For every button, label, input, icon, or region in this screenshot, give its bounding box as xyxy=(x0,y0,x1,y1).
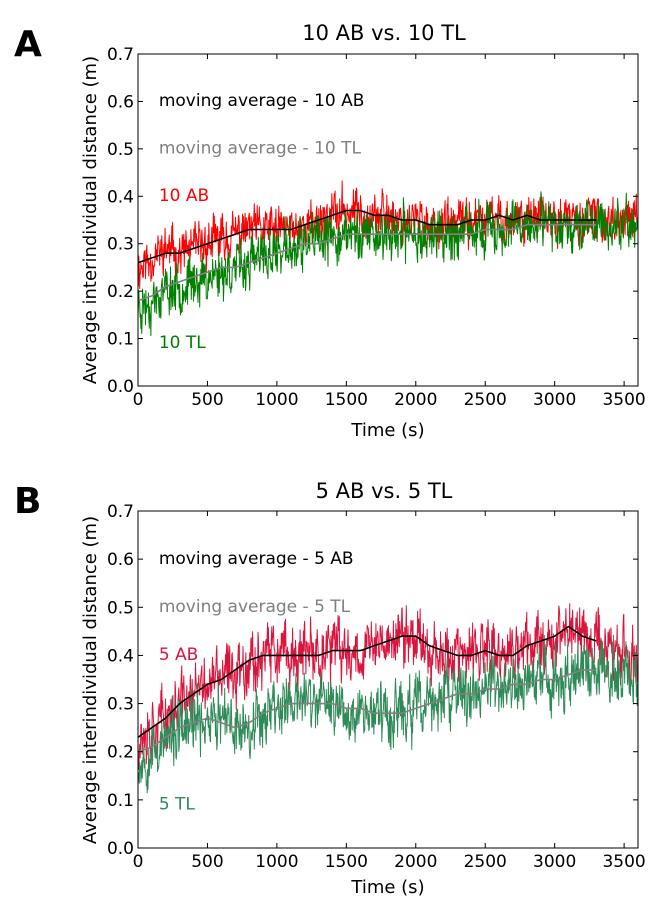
y-tick-label: 0.1 xyxy=(107,791,134,811)
x-tick-label: 0 xyxy=(133,390,144,410)
x-axis-label-a: Time (s) xyxy=(350,420,424,441)
legend-label-moving-average-5-ab: moving average - 5 AB xyxy=(159,549,354,569)
x-tick-label: 1500 xyxy=(325,390,368,410)
series-line-moving-average-10-ab xyxy=(138,209,597,264)
y-tick-label: 0.2 xyxy=(107,743,134,763)
chart-title-a: 10 AB vs. 10 TL xyxy=(302,21,466,45)
chart-title-b: 5 AB vs. 5 TL xyxy=(316,479,453,503)
y-tick-label: 0.1 xyxy=(107,330,134,350)
x-tick-label: 500 xyxy=(191,390,223,410)
y-tick-label: 0.2 xyxy=(107,282,134,302)
x-tick-label: 2000 xyxy=(394,852,437,872)
series-line-moving-average-10-tl xyxy=(138,223,597,302)
x-tick-label: 0 xyxy=(133,852,144,872)
x-tick-label: 3000 xyxy=(533,390,576,410)
plot-frame-b xyxy=(137,510,639,849)
panel-b: B 5 AB vs. 5 TL Time (s) Average interin… xyxy=(14,479,646,898)
legend-label-5-ab: 5 AB xyxy=(159,645,199,665)
x-tick-label: 500 xyxy=(191,852,223,872)
series-line-10-tl xyxy=(138,191,638,337)
legend-label-5-tl: 5 TL xyxy=(159,794,196,814)
legend-label-moving-average-5-tl: moving average - 5 TL xyxy=(159,597,351,617)
y-axis-label-b: Average interindividual distance (m) xyxy=(80,516,101,844)
x-tick-label: 2500 xyxy=(464,390,507,410)
y-tick-label: 0.6 xyxy=(107,550,134,570)
plot-frame-a xyxy=(137,53,639,387)
y-tick-label: 0.6 xyxy=(107,92,134,112)
x-axis-label-b: Time (s) xyxy=(350,877,424,898)
y-tick-label: 0.4 xyxy=(107,187,134,207)
plot-area-a xyxy=(138,180,638,337)
series-line-5-tl xyxy=(138,634,638,794)
y-tick-label: 0.0 xyxy=(107,839,134,859)
x-tick-label: 3500 xyxy=(602,852,645,872)
x-tick-label: 3000 xyxy=(533,852,576,872)
y-tick-label: 0.3 xyxy=(107,235,134,255)
y-tick-label: 0.7 xyxy=(107,502,134,522)
y-tick-label: 0.7 xyxy=(107,45,134,65)
legend-label-10-ab: 10 AB xyxy=(159,186,209,206)
panel-a: A 10 AB vs. 10 TL Time (s) Average inter… xyxy=(14,21,646,441)
legend-label-10-tl: 10 TL xyxy=(159,333,206,353)
x-tick-label: 2500 xyxy=(464,852,507,872)
series-line-moving-average-5-ab xyxy=(138,625,597,738)
x-tick-label: 3500 xyxy=(602,390,645,410)
legend-label-moving-average-10-tl: moving average - 10 TL xyxy=(159,139,362,159)
y-tick-label: 0.5 xyxy=(107,598,134,618)
y-tick-label: 0.4 xyxy=(107,646,134,666)
legend-label-moving-average-10-ab: moving average - 10 AB xyxy=(159,91,365,111)
series-line-moving-average-5-tl xyxy=(138,669,597,753)
y-tick-label: 0.5 xyxy=(107,140,134,160)
x-tick-label: 1000 xyxy=(255,852,298,872)
panel-letter-b: B xyxy=(14,481,41,522)
x-tick-label: 2000 xyxy=(394,390,437,410)
x-tick-label: 1500 xyxy=(325,852,368,872)
panel-letter-a: A xyxy=(14,24,42,65)
plot-area-b xyxy=(138,603,638,794)
y-tick-label: 0.3 xyxy=(107,695,134,715)
x-tick-label: 1000 xyxy=(255,390,298,410)
y-axis-label-a: Average interindividual distance (m) xyxy=(80,56,101,384)
y-tick-label: 0.0 xyxy=(107,377,134,397)
